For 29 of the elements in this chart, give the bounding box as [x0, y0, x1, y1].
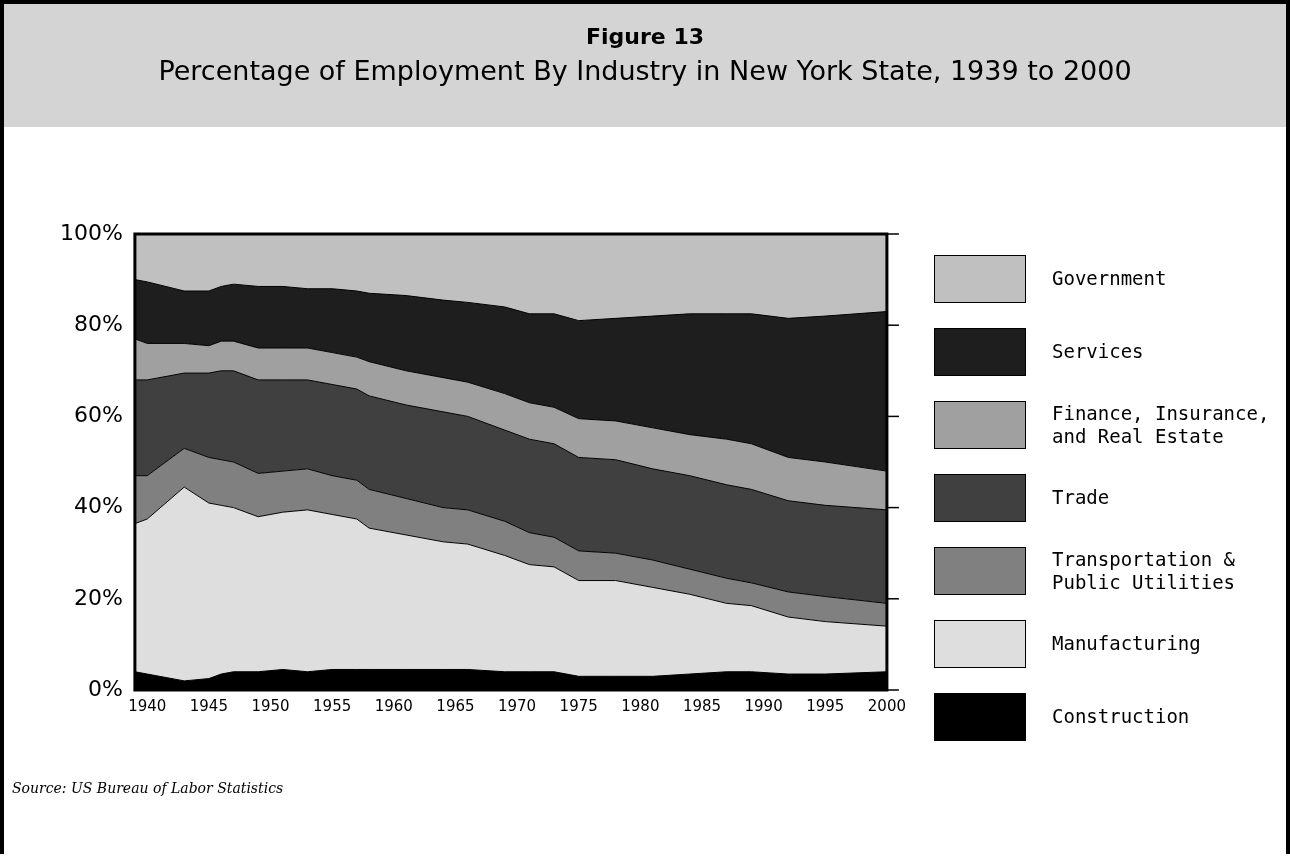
text: Trade	[1052, 486, 1111, 509]
text: Services	[1052, 340, 1145, 363]
chart-title: Figure 13	[585, 23, 705, 49]
x-tick-label: 1940	[128, 696, 167, 715]
y-tick-label: 40%	[73, 493, 123, 519]
y-tick-label: 0%	[87, 675, 123, 701]
x-tick-label: 1980	[621, 696, 660, 715]
text: Manufacturing	[1052, 632, 1202, 655]
x-tick-label: 2000	[867, 696, 907, 715]
y-tick-label: 100%	[59, 219, 123, 245]
x-tick-label: 1985	[682, 696, 722, 715]
x-tick-label: 1975	[559, 696, 598, 715]
x-tick-label: 1950	[251, 696, 290, 715]
text: Finance, Insurance, and Real Estate	[1052, 401, 1271, 448]
x-tick-label: 1970	[497, 696, 537, 715]
x-tick-label: 1945	[189, 696, 228, 715]
x-tick-label: 1960	[374, 696, 413, 715]
chart-subtitle: Percentage of Employment By Industry in New York State, 1939 to 2000	[157, 55, 1133, 86]
x-tick-label: 1995	[806, 696, 845, 715]
source-note: Source: US Bureau of Labor Statistics	[12, 780, 284, 796]
text: Government	[1052, 267, 1168, 290]
x-tick-label: 1990	[744, 696, 783, 715]
text: Construction	[1052, 705, 1191, 728]
y-tick-label: 20%	[73, 584, 123, 610]
x-tick-label: 1965	[436, 696, 475, 715]
y-tick-label: 60%	[73, 402, 123, 428]
text: Transportation & Public Utilities	[1052, 547, 1237, 594]
x-tick-label: 1955	[313, 696, 352, 715]
y-tick-label: 80%	[73, 310, 123, 336]
